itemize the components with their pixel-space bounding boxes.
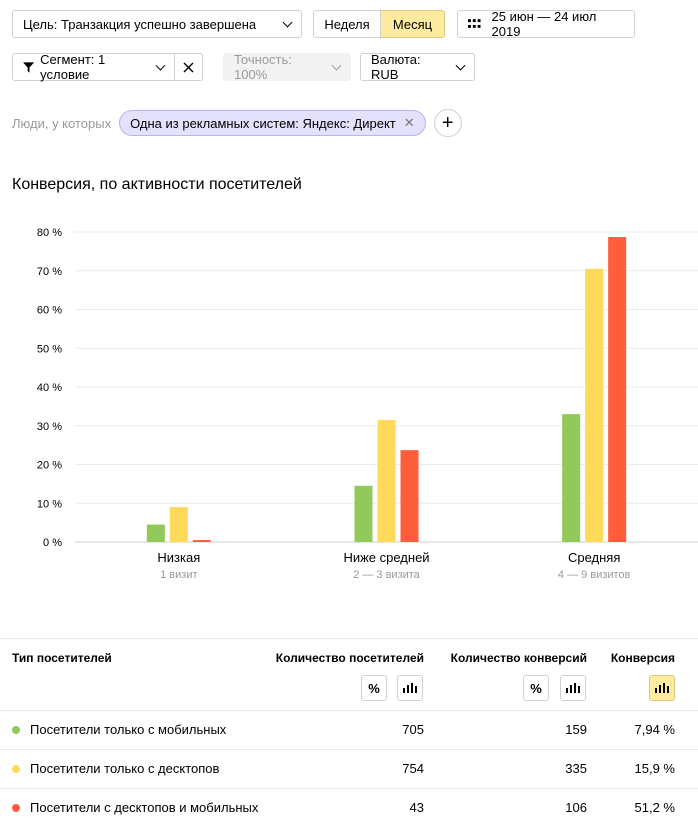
bar <box>608 237 627 542</box>
people-filter-label: Люди, у которых <box>12 115 112 131</box>
row-conversions: 106 <box>565 800 587 815</box>
bar <box>146 524 165 542</box>
period-month-button[interactable]: Месяц <box>381 10 445 38</box>
goal-select-label: Цель: Транзакция успешно завершена <box>23 16 257 32</box>
bar-chart-icon <box>566 683 580 693</box>
table-header: Тип посетителей Количество посетителей К… <box>0 638 698 710</box>
header-visitor-type: Тип посетителей <box>12 651 112 665</box>
currency-select[interactable]: Валюта: RUB <box>360 52 475 82</box>
chart-title: Конверсия, по активности посетителей <box>12 176 302 193</box>
percent-icon: % <box>368 680 380 696</box>
row-conversions: 159 <box>565 722 587 737</box>
people-filter-row: Люди, у которых Одна из рекламных систем… <box>12 109 462 137</box>
visitors-table: Тип посетителей Количество посетителей К… <box>0 638 698 826</box>
filter-chip-label: Одна из рекламных систем: Яндекс: Директ <box>130 115 396 131</box>
segment-button[interactable]: Сегмент: 1 условие <box>12 52 175 82</box>
conversions-chart-button[interactable] <box>560 675 586 701</box>
conversions-percent-button[interactable]: % <box>523 675 549 701</box>
x-tick-label: Низкая <box>157 550 200 565</box>
segment-label: Сегмент: 1 условие <box>40 52 106 82</box>
toolbar-row-1: Цель: Транзакция успешно завершена Недел… <box>12 9 635 39</box>
row-conversion: 51,2 % <box>634 800 675 815</box>
calendar-icon <box>468 19 481 28</box>
chevron-down-icon <box>455 60 466 70</box>
table-row[interactable]: Посетители с десктопов и мобильных 43 10… <box>0 788 698 826</box>
chevron-down-icon <box>155 60 166 70</box>
y-tick-label: 40 % <box>37 382 62 394</box>
currency-label: Валюта: RUB <box>371 52 421 82</box>
row-visitors: 43 <box>409 800 424 815</box>
x-tick-sublabel: 4 — 9 визитов <box>558 569 631 581</box>
row-name: Посетители только с мобильных <box>30 722 227 737</box>
bar-chart-icon <box>403 683 417 693</box>
filter-chip[interactable]: Одна из рекламных систем: Яндекс: Директ… <box>119 110 426 136</box>
percent-icon: % <box>530 680 542 696</box>
x-tick-sublabel: 1 визит <box>160 569 197 581</box>
bar <box>585 268 604 542</box>
y-tick-label: 20 % <box>37 460 62 472</box>
row-name: Посетители только с десктопов <box>30 761 220 776</box>
y-tick-label: 30 % <box>37 421 62 433</box>
visitors-percent-button[interactable]: % <box>361 675 387 701</box>
bar-chart-icon <box>655 683 669 693</box>
period-switch: Неделя Месяц <box>313 10 445 38</box>
bar <box>400 450 419 542</box>
y-tick-label: 0 % <box>43 537 62 549</box>
y-tick-label: 80 % <box>37 227 62 239</box>
segment-group: Сегмент: 1 условие <box>12 52 203 82</box>
row-conversions: 335 <box>565 761 587 776</box>
bar <box>169 507 188 542</box>
series-dot <box>12 726 20 734</box>
y-tick-label: 60 % <box>37 305 62 317</box>
visitors-chart-button[interactable] <box>397 675 423 701</box>
x-tick-label: Средняя <box>568 550 620 565</box>
series-dot <box>12 765 20 773</box>
segment-clear-button[interactable] <box>175 53 203 81</box>
filter-icon <box>23 61 35 73</box>
accuracy-label: Точность: 100% <box>234 52 292 82</box>
x-tick-label: Ниже средней <box>343 550 429 565</box>
close-icon[interactable]: ✕ <box>403 115 415 130</box>
row-visitors: 754 <box>402 761 424 776</box>
toolbar-row-2: Сегмент: 1 условие Точность: 100% Валюта… <box>12 52 475 82</box>
chevron-down-icon <box>331 60 342 70</box>
bar <box>377 419 396 542</box>
header-conversions-count[interactable]: Количество конверсий <box>450 651 587 665</box>
row-visitors: 705 <box>402 722 424 737</box>
add-filter-button[interactable]: + <box>433 109 462 137</box>
row-conversion: 7,94 % <box>634 722 675 737</box>
bar <box>192 540 211 542</box>
header-visitors-count[interactable]: Количество посетителей <box>275 651 424 665</box>
conversion-chart: 0 % 10 % 20 % 30 % 40 % 50 % 60 % 70 % 80 % Низка… <box>37 227 698 581</box>
date-range-label: 25 июн — 24 июл 2019 <box>491 9 597 39</box>
header-conversion[interactable]: Конверсия <box>610 651 675 665</box>
bar <box>354 485 373 542</box>
y-tick-label: 50 % <box>37 343 62 355</box>
period-week-button[interactable]: Неделя <box>313 10 381 38</box>
row-name: Посетители с десктопов и мобильных <box>30 800 259 815</box>
goal-select[interactable]: Цель: Транзакция успешно завершена <box>12 10 302 38</box>
table-row[interactable]: Посетители только с десктопов 754 335 15… <box>0 749 698 788</box>
y-tick-label: 70 % <box>37 266 62 278</box>
chevron-down-icon <box>282 17 293 27</box>
row-conversion: 15,9 % <box>634 761 675 776</box>
accuracy-select: Точность: 100% <box>223 52 351 82</box>
close-icon <box>183 62 194 72</box>
date-range-button[interactable]: 25 июн — 24 июл 2019 <box>457 9 635 39</box>
bar <box>562 414 581 542</box>
conversion-chart-button[interactable] <box>649 675 675 701</box>
table-row[interactable]: Посетители только с мобильных 705 159 7,… <box>0 710 698 749</box>
x-tick-sublabel: 2 — 3 визита <box>353 569 420 581</box>
y-tick-label: 10 % <box>37 498 62 510</box>
series-dot <box>12 804 20 812</box>
